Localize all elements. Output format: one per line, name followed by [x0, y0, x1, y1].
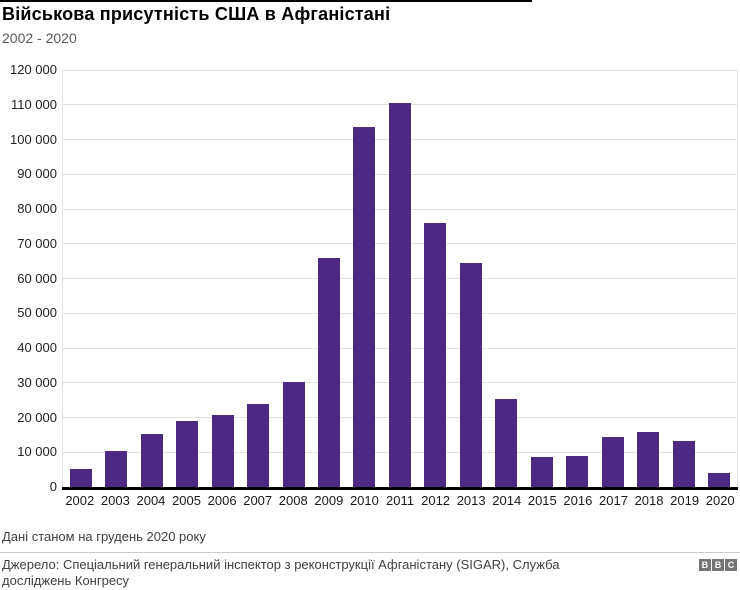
bar-slot: [631, 70, 666, 487]
page-title: Військова присутність США в Афганістані: [2, 4, 391, 24]
bar-2006: [211, 415, 234, 487]
x-tick-label-2016: 2016: [563, 493, 593, 508]
y-tick-label: 110 000: [10, 96, 57, 112]
bar-slot: [453, 70, 488, 487]
y-tick-label: 30 000: [17, 374, 57, 390]
y-tick-label: 90 000: [17, 166, 57, 182]
y-tick-label: 10 000: [17, 444, 57, 460]
x-tick-label-2005: 2005: [172, 493, 201, 508]
bar-2007: [247, 403, 270, 487]
bar-2015: [530, 456, 553, 487]
gridline-120000: [63, 69, 737, 71]
bar-slot: [666, 70, 701, 487]
bar-2013: [459, 262, 482, 487]
bar-2005: [176, 420, 199, 487]
bbc-logo-letter-c: C: [725, 559, 737, 571]
y-tick-label: 40 000: [17, 340, 57, 355]
y-tick-label: 50 000: [17, 305, 57, 321]
bar-2019: [672, 441, 695, 487]
data-note: Дані станом на грудень 2020 року: [2, 529, 206, 544]
x-tick-label-2007: 2007: [243, 493, 273, 508]
x-tick-label-2017: 2017: [599, 493, 628, 508]
bar-slot: [347, 70, 382, 487]
bar-slot: [134, 70, 169, 487]
x-tick-label-2006: 2006: [207, 493, 237, 508]
x-tick-label-2008: 2008: [278, 493, 308, 508]
bar-2011: [388, 103, 411, 487]
bar-slot: [489, 70, 524, 487]
x-axis: 2002 2003 2004 2005 2006 2007 2008 2009 2010 2011…: [62, 493, 738, 508]
x-tick-label-2009: 2009: [314, 493, 344, 508]
bar-2018: [637, 432, 660, 487]
bar-slot: [560, 70, 595, 487]
x-tick-label-2002: 2002: [65, 493, 95, 508]
bar-2014: [495, 399, 518, 487]
bar-slot: [418, 70, 453, 487]
bar-slot: [382, 70, 417, 487]
footer-source-row: Джерело: Спеціальний генеральний інспект…: [2, 557, 737, 590]
bar-2009: [318, 258, 341, 487]
x-tick-label-2012: 2012: [421, 493, 451, 508]
top-border-line: [0, 0, 532, 2]
x-tick-label-2013: 2013: [456, 493, 486, 508]
bar-2012: [424, 222, 447, 487]
bar-slot: [276, 70, 311, 487]
bar-2003: [105, 450, 128, 487]
y-tick-label: 20 000: [17, 409, 57, 425]
y-tick-label: 60 000: [17, 270, 57, 286]
bar-2017: [601, 437, 624, 487]
x-tick-label-2004: 2004: [136, 493, 166, 508]
bar-slot: [98, 70, 133, 487]
bbc-logo-letter-b: B: [699, 559, 711, 571]
x-tick-label-2010: 2010: [349, 493, 379, 508]
x-tick-label-2020: 2020: [705, 493, 735, 508]
bar-slot: [595, 70, 630, 487]
bar-2020: [708, 473, 731, 487]
bar-2002: [69, 468, 92, 487]
x-tick-label-2019: 2019: [670, 493, 700, 508]
bar-slot: [240, 70, 275, 487]
x-tick-label-2014: 2014: [492, 493, 522, 508]
bar-slot: [63, 70, 98, 487]
x-tick-label-2003: 2003: [100, 493, 130, 508]
bar-series: [63, 70, 737, 487]
bar-slot: [169, 70, 204, 487]
x-axis-line: [62, 487, 738, 490]
y-axis: 0 10 000 20 000 30 000 40 000 50 000 60 000 70 …: [0, 0, 57, 590]
bar-slot: [205, 70, 240, 487]
bar-2010: [353, 127, 376, 487]
bar-2008: [282, 382, 305, 487]
source-text: Джерело: Спеціальний генеральний інспект…: [2, 557, 560, 589]
x-tick-label-2015: 2015: [527, 493, 557, 508]
x-tick-label-2018: 2018: [634, 493, 664, 508]
y-tick-label: 100 000: [10, 131, 57, 147]
x-tick-label-2011: 2011: [386, 493, 414, 508]
bbc-logo-letter-b: B: [712, 559, 724, 571]
bar-slot: [524, 70, 559, 487]
chart-subtitle: 2002 - 2020: [2, 30, 77, 46]
bar-2004: [140, 434, 163, 487]
y-tick-label: 80 000: [17, 201, 57, 216]
bar-slot: [701, 70, 736, 487]
y-tick-label: 120 000: [10, 62, 57, 77]
bar-2016: [566, 456, 589, 487]
footer-divider: [0, 552, 740, 553]
y-tick-label: 0: [49, 479, 57, 494]
plot-area: [62, 69, 738, 487]
y-tick-label: 70 000: [17, 235, 57, 251]
bar-slot: [311, 70, 346, 487]
